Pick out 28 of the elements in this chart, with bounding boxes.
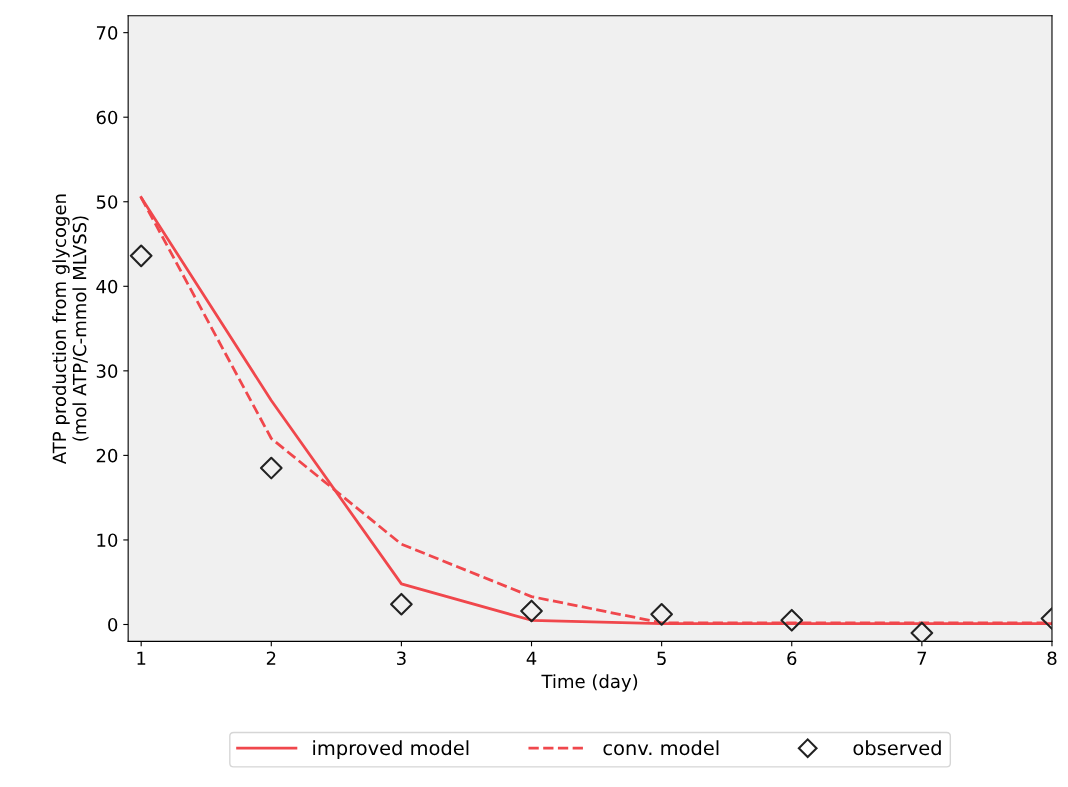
point	[390, 592, 413, 616]
y-tick-label: 10	[97, 533, 118, 548]
y-axis-title: ATP production from glycogen (mol ATP/C-mmol MLVSS)	[52, 194, 89, 465]
x-tick-label: 3	[397, 651, 406, 666]
point	[910, 621, 934, 642]
point	[650, 603, 673, 626]
y-tick-label: 20	[96, 448, 118, 463]
x-axis-title: Time (day)	[541, 674, 638, 692]
y-tick-label: 70	[96, 26, 118, 40]
x-tick-label: 4	[526, 651, 537, 665]
legend-label: conv. model	[603, 740, 719, 756]
point	[780, 608, 804, 632]
x-tick-label: 6	[787, 651, 797, 666]
y-tick-label: 50	[96, 195, 118, 209]
legend-label: observed	[853, 740, 941, 756]
legend-label: improved model	[313, 740, 469, 760]
x-tick-label: 8	[1047, 651, 1057, 666]
x-tick-label: 2	[266, 651, 276, 665]
y-tick-label: 60	[96, 110, 118, 125]
y-tick-label: 30	[96, 364, 118, 378]
y-tick-label: 0	[108, 617, 118, 632]
point	[520, 599, 543, 623]
x-tick-label: 5	[657, 651, 666, 666]
point	[129, 244, 153, 268]
x-tick-label: 7	[917, 651, 927, 665]
x-tick-label: 1	[137, 651, 146, 665]
y-tick-label: 40	[96, 279, 118, 294]
point	[259, 456, 283, 480]
